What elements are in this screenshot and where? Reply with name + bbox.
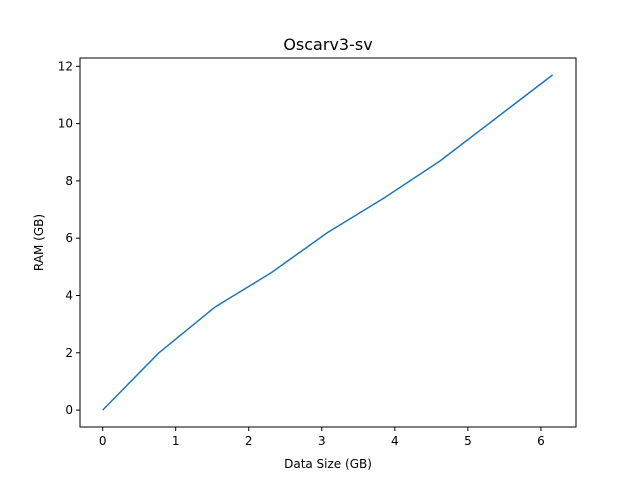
y-tick-label-0: 0 <box>65 403 73 417</box>
series-line-0 <box>102 74 554 411</box>
x-tick-label-0: 0 <box>99 434 107 448</box>
x-tick-label-5: 5 <box>464 434 472 448</box>
y-tick-label-4: 8 <box>65 174 73 188</box>
y-tick-label-6: 12 <box>58 59 73 73</box>
chart-title: Oscarv3-sv <box>283 35 372 54</box>
x-tick-label-1: 1 <box>172 434 180 448</box>
x-tick-label-2: 2 <box>245 434 253 448</box>
x-tick-label-4: 4 <box>391 434 399 448</box>
y-axis-label: RAM (GB) <box>32 214 46 271</box>
y-tick-label-3: 6 <box>65 231 73 245</box>
x-tick-label-3: 3 <box>318 434 326 448</box>
y-tick-label-1: 2 <box>65 346 73 360</box>
y-tick-label-5: 10 <box>58 117 73 131</box>
x-tick-label-6: 6 <box>537 434 545 448</box>
y-tick-label-2: 4 <box>65 289 73 303</box>
x-axis-label: Data Size (GB) <box>284 457 372 471</box>
plot-frame <box>79 57 577 428</box>
